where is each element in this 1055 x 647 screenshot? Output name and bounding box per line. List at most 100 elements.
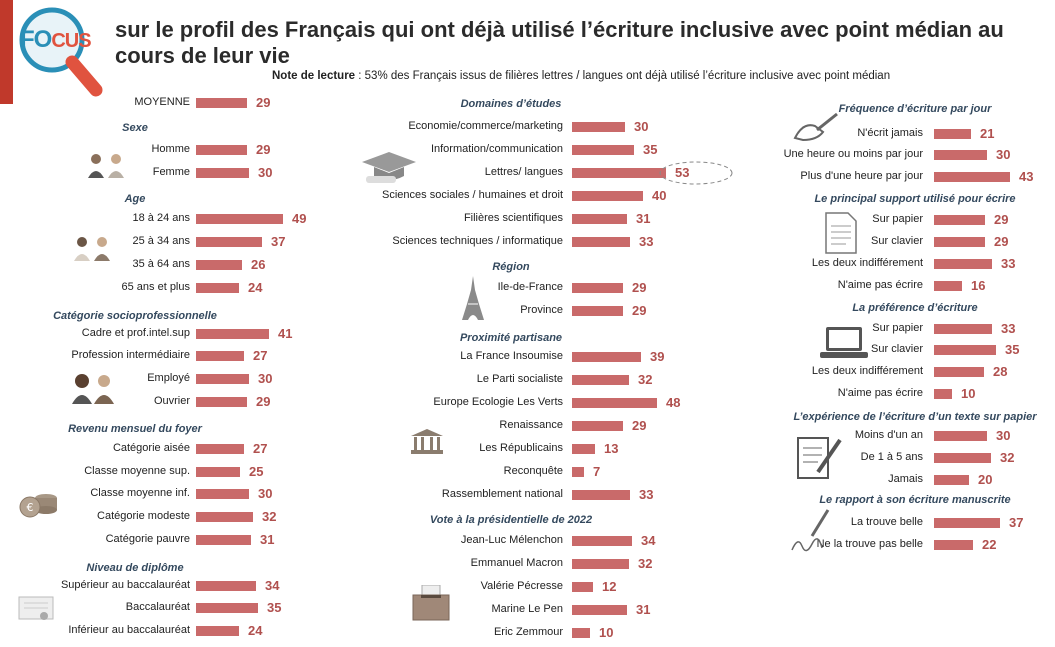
- bar: [934, 172, 1010, 182]
- bar-value-label: 10: [961, 386, 976, 401]
- section-title-l-experience-de-l-ecriture-d-un-texte-sur-papier: L’expérience de l’écriture d’un texte su…: [793, 411, 1037, 423]
- bar-value-label: 7: [593, 464, 601, 479]
- section-title-sexe: Sexe: [122, 122, 148, 134]
- bar: [196, 260, 242, 270]
- bar-label: 35 à 64 ans: [132, 258, 191, 270]
- bar: [196, 444, 244, 454]
- bar-value-label: 21: [980, 126, 995, 141]
- bar: [572, 444, 595, 454]
- reading-note-text: : 53% des Français issus de filières let…: [355, 70, 891, 82]
- bar-value-label: 34: [265, 578, 280, 593]
- bar-value-label: 33: [639, 487, 654, 502]
- bar-label: Inférieur au baccalauréat: [68, 624, 190, 636]
- bar: [934, 518, 1000, 528]
- bar: [196, 603, 258, 613]
- section-title-categorie-socioprofessionnelle: Catégorie socioprofessionnelle: [53, 310, 217, 322]
- bar: [572, 352, 641, 362]
- bar-value-label: 29: [256, 394, 271, 409]
- bar-label: Europe Ecologie Les Verts: [433, 396, 563, 408]
- bar: [934, 367, 984, 377]
- signature-icon: [791, 509, 830, 552]
- bar-value-label: 33: [1001, 256, 1016, 271]
- bar-value-label: 24: [248, 280, 263, 295]
- bar-value-label: 48: [666, 395, 681, 410]
- bar-label: Jamais: [888, 473, 923, 485]
- bar: [934, 475, 969, 485]
- bar: [572, 122, 625, 132]
- bar-label: Economie/commerce/marketing: [408, 120, 563, 132]
- bar-label: Sur papier: [872, 213, 923, 225]
- bar: [196, 329, 269, 339]
- bar-value-label: 32: [262, 509, 277, 524]
- bar-label: Sciences techniques / informatique: [392, 235, 563, 247]
- bar-value-label: 16: [971, 278, 986, 293]
- bar-value-label: 31: [260, 532, 275, 547]
- bar-value-label: 35: [1005, 342, 1020, 357]
- bar: [934, 215, 985, 225]
- bar-label: Une heure ou moins par jour: [783, 148, 923, 160]
- section-title-la-preference-d-ecriture: La préférence d’écriture: [852, 302, 978, 314]
- bar: [196, 374, 249, 384]
- bar-value-label: 25: [249, 464, 264, 479]
- bar-label: Reconquête: [503, 465, 563, 477]
- highlight-ellipse: [659, 161, 733, 185]
- bar-label: Sur papier: [872, 322, 923, 334]
- bar-value-label: 10: [599, 625, 614, 640]
- bar-value-label: 12: [602, 579, 617, 594]
- coins-icon: €: [19, 494, 57, 518]
- bar: [572, 582, 593, 592]
- bar-value-label: 33: [1001, 321, 1016, 336]
- bar-label: La trouve belle: [850, 516, 923, 528]
- bar: [572, 467, 584, 477]
- section-title-age: Age: [124, 193, 146, 205]
- bar-label: Sciences sociales / humaines et droit: [382, 189, 563, 201]
- graduation-cap-icon: [362, 152, 416, 183]
- bar: [572, 628, 590, 638]
- bar-label: Emmanuel Macron: [470, 557, 563, 569]
- bar-value-label: 30: [258, 486, 273, 501]
- bar-value-label: 30: [996, 428, 1011, 443]
- bar-label: Eric Zemmour: [493, 626, 563, 638]
- bar: [572, 214, 627, 224]
- bar-value-label: 29: [632, 280, 647, 295]
- bar-value-label: 26: [251, 257, 266, 272]
- svg-text:€: €: [27, 501, 34, 514]
- bar-label: MOYENNE: [134, 96, 190, 108]
- bar-label: Lettres/ langues: [484, 166, 563, 178]
- bar-label: Jean-Luc Mélenchon: [460, 534, 563, 546]
- bar: [196, 535, 251, 545]
- bar: [934, 540, 973, 550]
- bar-label: Filières scientifiques: [463, 212, 563, 224]
- bar: [196, 397, 247, 407]
- bar: [934, 237, 985, 247]
- focus-logo-text: FOCUS: [20, 26, 92, 53]
- bar-label: Les Républicains: [479, 442, 563, 454]
- bar-label: Profession intermédiaire: [71, 349, 190, 361]
- bar: [196, 581, 256, 591]
- section-title-vote-a-la-presidentielle-de-2022: Vote à la présidentielle de 2022: [429, 514, 593, 526]
- bar-label: Supérieur au baccalauréat: [60, 579, 190, 591]
- document-icon: [825, 212, 857, 254]
- bar-value-label: 49: [292, 211, 307, 226]
- bar-value-label: 31: [636, 211, 651, 226]
- bar-label: Classe moyenne sup.: [84, 465, 190, 477]
- bar-label: Moins d'un an: [854, 429, 923, 441]
- bar-label: Catégorie modeste: [97, 510, 190, 522]
- bar-label: Ne la trouve pas belle: [816, 538, 923, 550]
- bar: [934, 129, 971, 139]
- bar: [572, 237, 630, 247]
- ballot-box-icon: [412, 585, 450, 621]
- bar-label: Renaissance: [499, 419, 563, 431]
- bar: [572, 168, 666, 178]
- bar: [572, 375, 629, 385]
- bar-value-label: 30: [634, 119, 649, 134]
- bar-label: Les deux indifférement: [811, 365, 923, 377]
- people-icon: [74, 237, 110, 261]
- bar: [196, 489, 249, 499]
- bar-value-label: 29: [256, 95, 271, 110]
- bar: [934, 259, 992, 269]
- bar-value-label: 13: [604, 441, 619, 456]
- bar-value-label: 35: [643, 142, 658, 157]
- bar-value-label: 22: [982, 537, 997, 552]
- bar-label: La France Insoumise: [460, 350, 563, 362]
